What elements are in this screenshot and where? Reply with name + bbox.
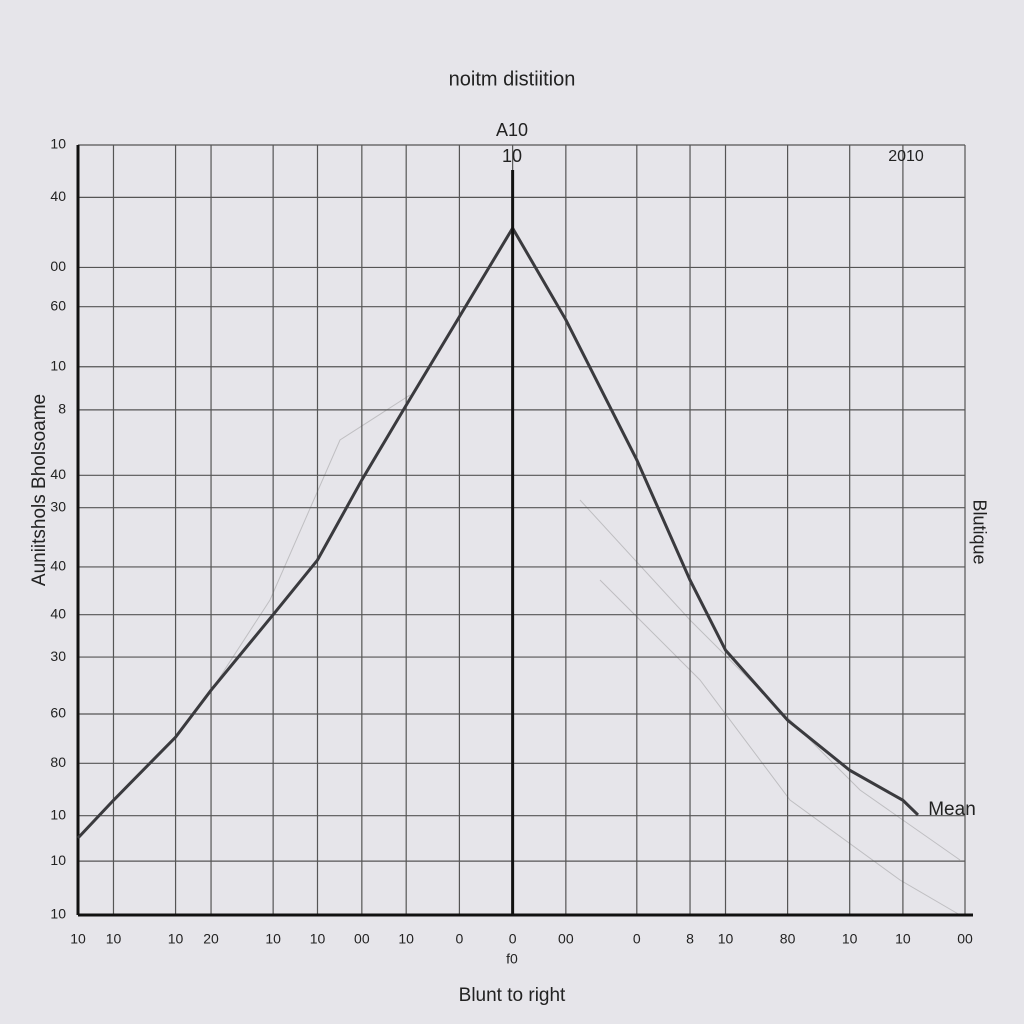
annotation: 2010 [888,148,924,165]
annotation: 10 [502,146,522,166]
y-tick-label: 30 [50,648,66,664]
y-axis-label: Auniitshols Bholsoame [29,394,50,586]
y-tick-label: 40 [50,558,66,574]
x-tick-label: 10 [842,931,858,947]
y-tick-label: 10 [50,806,66,822]
x-tick-label: 00 [558,931,574,947]
annotation: A10 [496,120,528,140]
y-tick-label: 00 [50,258,66,274]
y-tick-label: 40 [50,605,66,621]
x-tick-label: 8 [686,931,694,947]
x-axis-label: Blunt to right [459,985,566,1006]
annotation: Mean [928,799,976,820]
y-tick-label: 40 [50,188,66,204]
y-tick-label: 10 [50,852,66,868]
x-tick-label: 80 [780,931,796,947]
x-tick-label: 10 [310,931,326,947]
x-tick-label: 0 [633,931,641,947]
x-tick-label: 00 [957,931,973,947]
x-tick-label: 10 [895,931,911,947]
sketch-line [599,579,961,916]
x-tick-label: 10 [718,931,734,947]
y-tick-label: 10 [50,357,66,373]
y-tick-label: 60 [50,297,66,313]
x-tick-label: 10 [265,931,281,947]
sketch-line [204,394,411,701]
x-tick-label: 10 [398,931,414,947]
x-tick-label: 10 [168,931,184,947]
y-tick-label: 40 [50,466,66,482]
y-tick-label: 10 [50,906,66,922]
y-tick-label: 60 [50,705,66,721]
y-tick-label: 8 [58,401,66,417]
annotation: f0 [506,951,518,967]
y-tick-label: 10 [50,136,66,152]
y-tick-label: 30 [50,498,66,514]
y-tick-label: 80 [50,754,66,770]
right-axis-label: Blutique [969,499,989,564]
x-tick-label: 00 [354,931,370,947]
x-tick-label: 0 [509,931,517,947]
x-tick-label: 10 [106,931,122,947]
x-tick-label: 20 [203,931,219,947]
chart-title: noitm distiition [449,68,576,90]
x-tick-label: 10 [70,931,86,947]
x-tick-label: 0 [456,931,464,947]
